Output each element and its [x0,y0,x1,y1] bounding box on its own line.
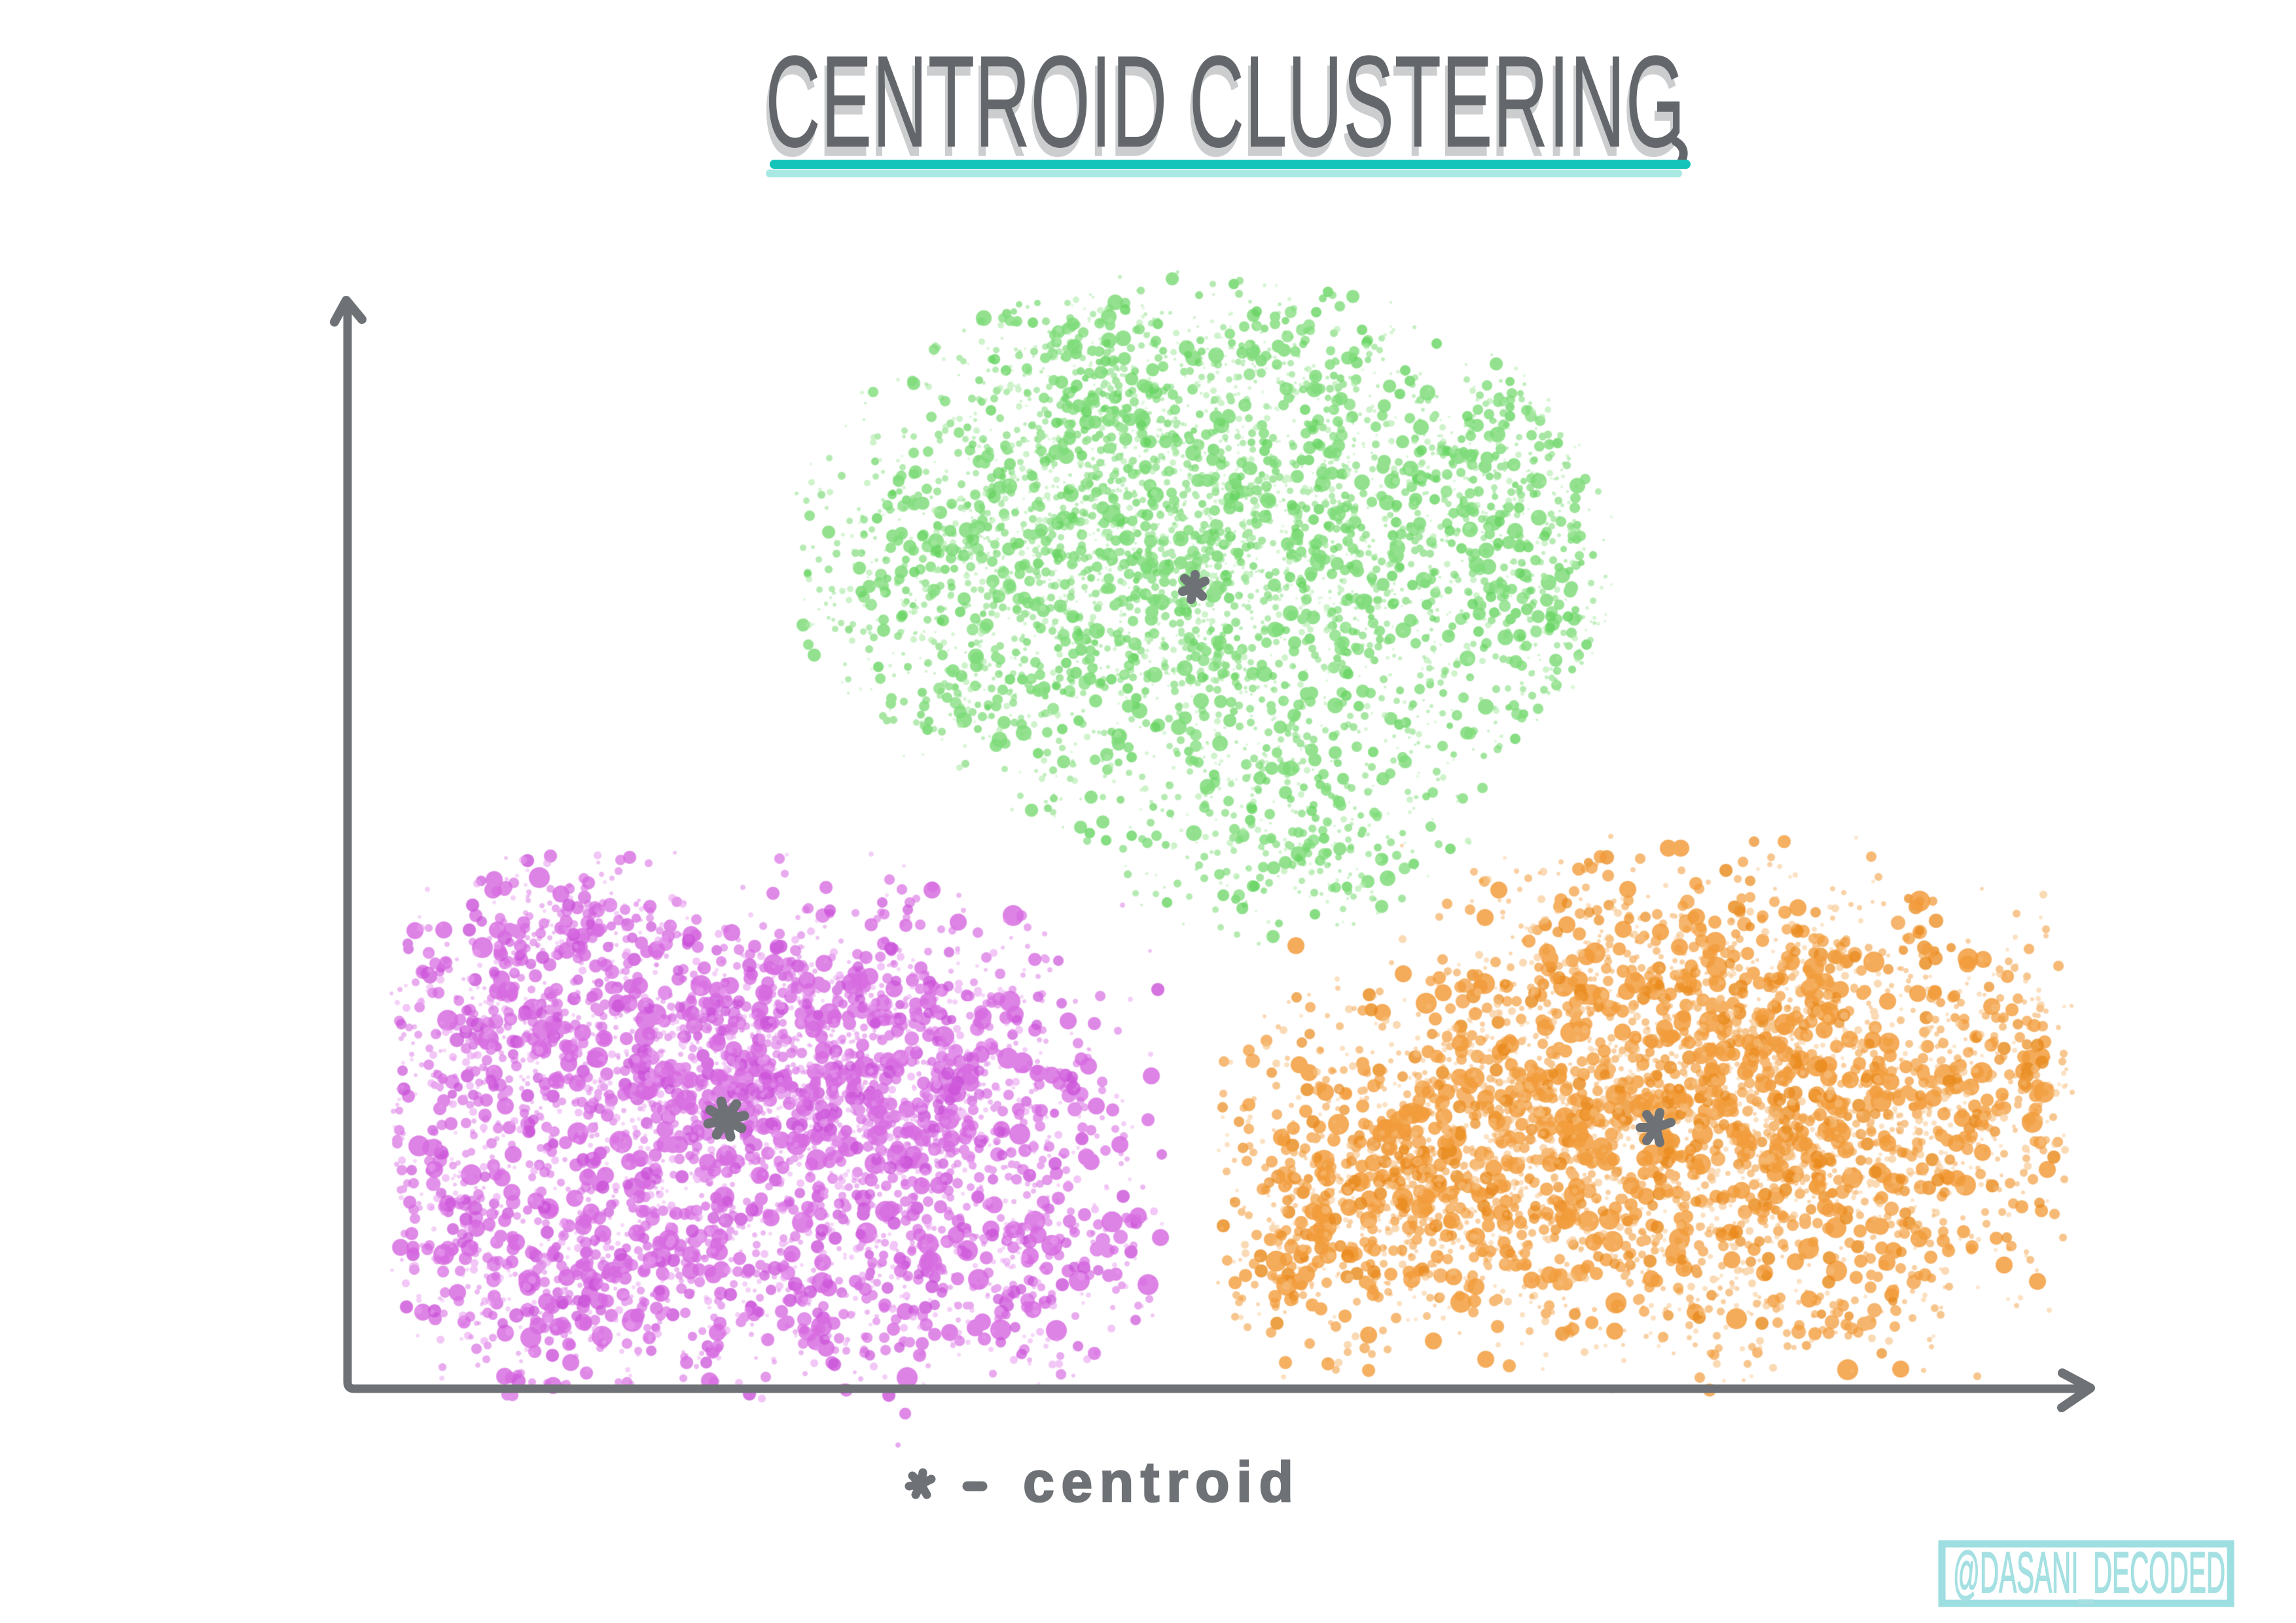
svg-text:@DASANI_DECODED: @DASANI_DECODED [1953,1540,2225,1605]
svg-text:CENTROID CLUSTERING: CENTROID CLUSTERING [762,38,1683,184]
svg-text:centroid: centroid [1023,1451,1293,1514]
svg-text:CENTROID CLUSTERING: CENTROID CLUSTERING [765,29,1685,175]
